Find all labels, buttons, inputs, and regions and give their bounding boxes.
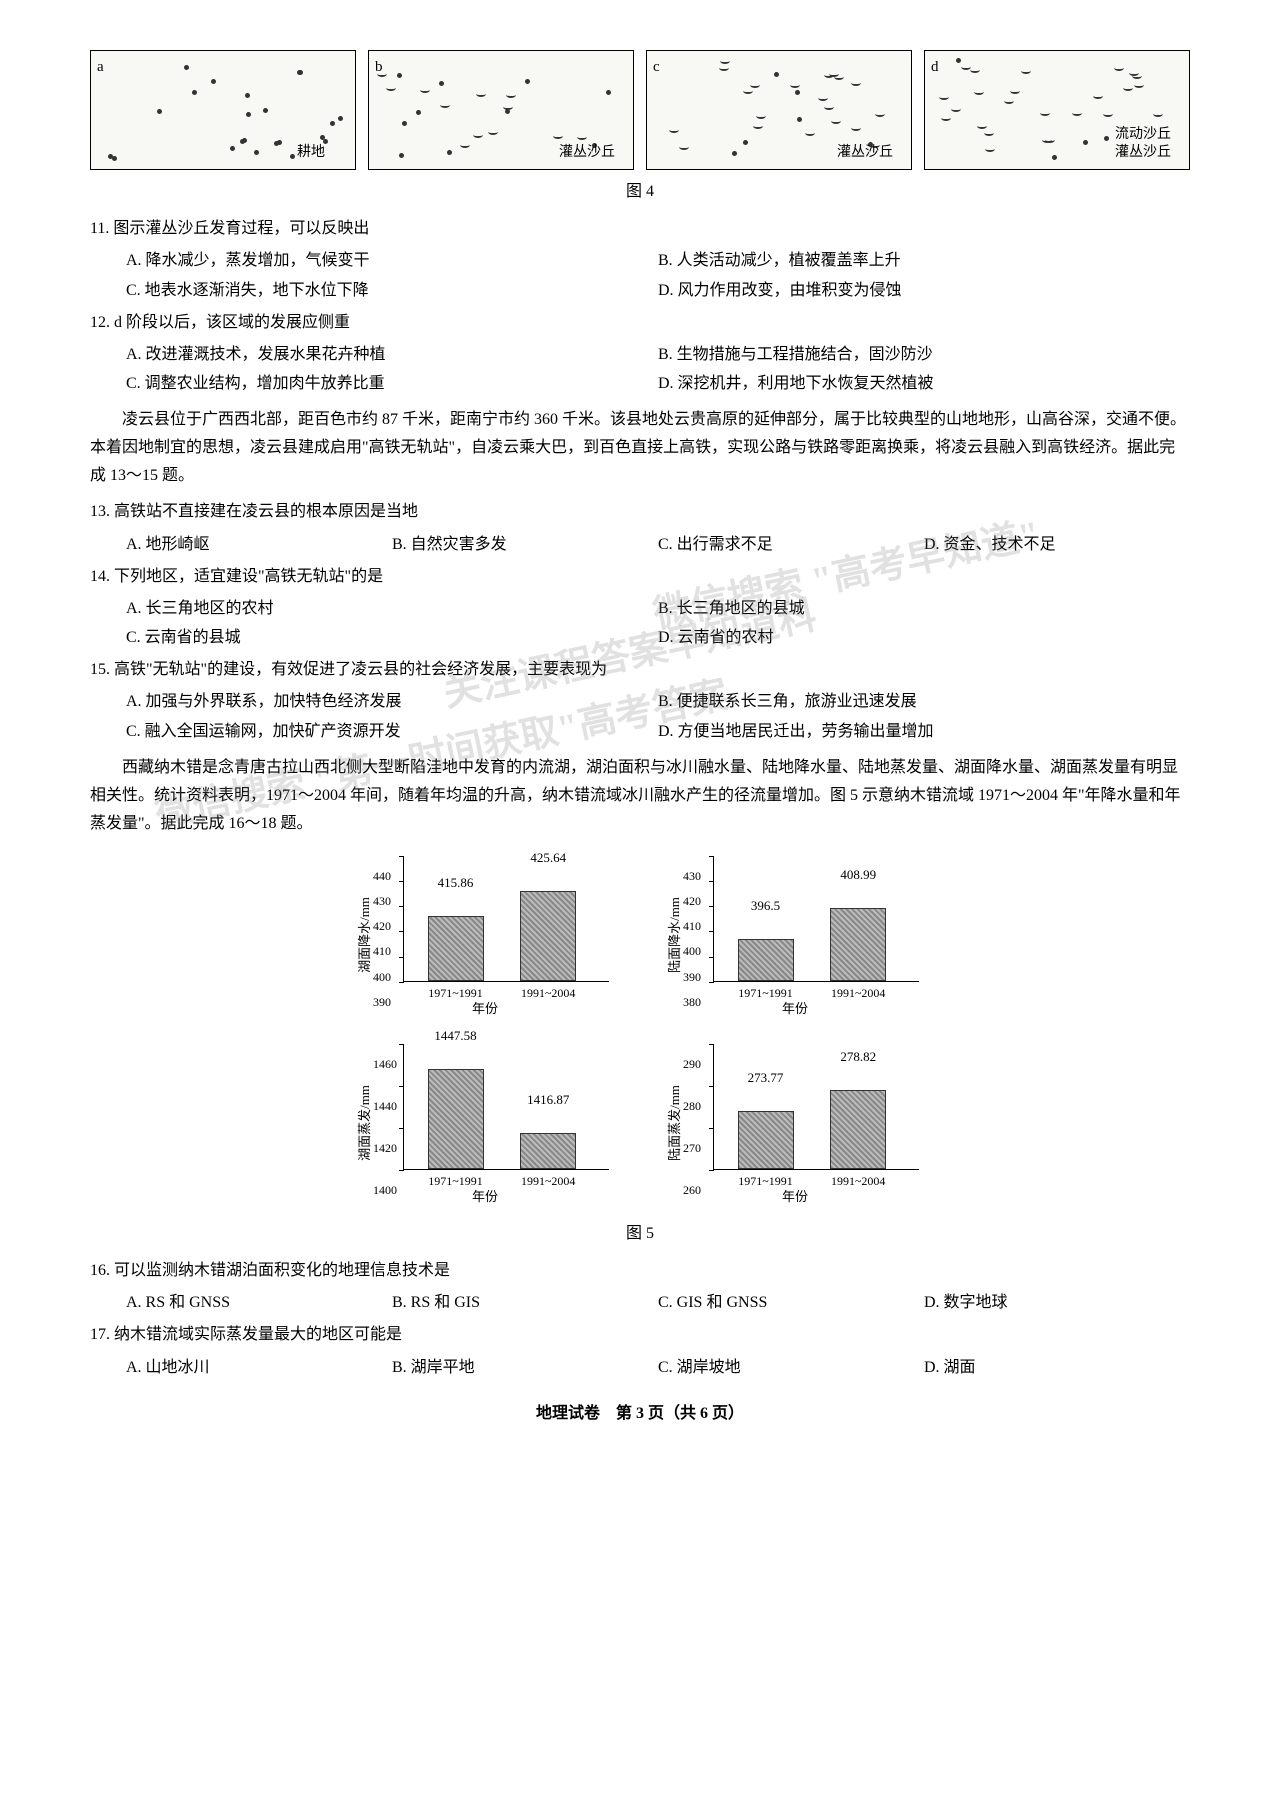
q16-stem: 16. 可以监测纳木错湖泊面积变化的地理信息技术是 xyxy=(90,1257,1190,1284)
q11-stem: 11. 图示灌丛沙丘发育过程，可以反映出 xyxy=(90,215,1190,242)
q13-opt-a: A. 地形崎岖 xyxy=(126,530,392,559)
q12-stem: 12. d 阶段以后，该区域的发展应侧重 xyxy=(90,309,1190,336)
q16-opt-c: C. GIS 和 GNSS xyxy=(658,1288,924,1317)
panel-text: 灌丛沙丘 xyxy=(1115,141,1171,165)
q14-opt-d: D. 云南省的农村 xyxy=(658,623,1190,652)
q15-stem: 15. 高铁"无轨站"的建设，有效促进了凌云县的社会经济发展，主要表现为 xyxy=(90,656,1190,683)
chart-land-evap: 273.771971~1991278.821991~2004陆面蒸发/mm年份2… xyxy=(665,1038,925,1208)
q16-opt-b: B. RS 和 GIS xyxy=(392,1288,658,1317)
chart-lake-precip: 415.861971~1991425.641991~2004湖面降水/mm年份3… xyxy=(355,850,615,1020)
q13-opt-b: B. 自然灾害多发 xyxy=(392,530,658,559)
chart-lake-evap: 1447.581971~19911416.871991~2004湖面蒸发/mm年… xyxy=(355,1038,615,1208)
figure5-charts: 415.861971~1991425.641991~2004湖面降水/mm年份3… xyxy=(90,850,1190,1208)
figure4-panel-a: a 耕地 xyxy=(90,50,356,170)
q14-options: A. 长三角地区的农村 B. 长三角地区的县城 C. 云南省的县城 D. 云南省… xyxy=(126,594,1190,652)
q16-opt-a: A. RS 和 GNSS xyxy=(126,1288,392,1317)
figure4-row: a 耕地 b 灌丛沙丘 c 灌丛沙丘 d 流动沙丘 灌丛沙丘 xyxy=(90,50,1190,170)
q17-opt-b: B. 湖岸平地 xyxy=(392,1353,658,1382)
figure4-panel-b: b 灌丛沙丘 xyxy=(368,50,634,170)
q12-opt-a: A. 改进灌溉技术，发展水果花卉种植 xyxy=(126,340,658,369)
q16-options: A. RS 和 GNSS B. RS 和 GIS C. GIS 和 GNSS D… xyxy=(126,1288,1190,1317)
panel-text: 灌丛沙丘 xyxy=(837,141,893,165)
q12-opt-d: D. 深挖机井，利用地下水恢复天然植被 xyxy=(658,369,1190,398)
figure4-panel-c: c 灌丛沙丘 xyxy=(646,50,912,170)
q13-options: A. 地形崎岖 B. 自然灾害多发 C. 出行需求不足 D. 资金、技术不足 xyxy=(126,530,1190,559)
q13-stem: 13. 高铁站不直接建在凌云县的根本原因是当地 xyxy=(90,498,1190,525)
q11-opt-b: B. 人类活动减少，植被覆盖率上升 xyxy=(658,246,1190,275)
chart-land-precip: 396.51971~1991408.991991~2004陆面降水/mm年份38… xyxy=(665,850,925,1020)
q15-opt-a: A. 加强与外界联系，加快特色经济发展 xyxy=(126,687,658,716)
q15-opt-d: D. 方便当地居民迁出，劳务输出量增加 xyxy=(658,717,1190,746)
q14-stem: 14. 下列地区，适宜建设"高铁无轨站"的是 xyxy=(90,563,1190,590)
q14-opt-b: B. 长三角地区的县城 xyxy=(658,594,1190,623)
q12-opt-c: C. 调整农业结构，增加肉牛放养比重 xyxy=(126,369,658,398)
q11-opt-a: A. 降水减少，蒸发增加，气候变干 xyxy=(126,246,658,275)
figure5-caption: 图 5 xyxy=(90,1220,1190,1247)
panel-text: 灌丛沙丘 xyxy=(559,141,615,165)
page-footer: 地理试卷 第 3 页（共 6 页） xyxy=(90,1400,1190,1427)
q15-opt-c: C. 融入全国运输网，加快矿产资源开发 xyxy=(126,717,658,746)
q15-options: A. 加强与外界联系，加快特色经济发展 B. 便捷联系长三角，旅游业迅速发展 C… xyxy=(126,687,1190,745)
q13-opt-d: D. 资金、技术不足 xyxy=(924,530,1190,559)
passage-namco: 西藏纳木错是念青唐古拉山西北侧大型断陷洼地中发育的内流湖，湖泊面积与冰川融水量、… xyxy=(90,754,1190,838)
q17-options: A. 山地冰川 B. 湖岸平地 C. 湖岸坡地 D. 湖面 xyxy=(126,1353,1190,1382)
q11-opt-c: C. 地表水逐渐消失，地下水位下降 xyxy=(126,276,658,305)
q13-opt-c: C. 出行需求不足 xyxy=(658,530,924,559)
passage-lingyun: 凌云县位于广西西北部，距百色市约 87 千米，距南宁市约 360 千米。该县地处… xyxy=(90,406,1190,490)
panel-text: 耕地 xyxy=(297,141,325,165)
q11-opt-d: D. 风力作用改变，由堆积变为侵蚀 xyxy=(658,276,1190,305)
q17-stem: 17. 纳木错流域实际蒸发量最大的地区可能是 xyxy=(90,1321,1190,1348)
q14-opt-c: C. 云南省的县城 xyxy=(126,623,658,652)
q17-opt-a: A. 山地冰川 xyxy=(126,1353,392,1382)
q16-opt-d: D. 数字地球 xyxy=(924,1288,1190,1317)
q17-opt-d: D. 湖面 xyxy=(924,1353,1190,1382)
q17-opt-c: C. 湖岸坡地 xyxy=(658,1353,924,1382)
q15-opt-b: B. 便捷联系长三角，旅游业迅速发展 xyxy=(658,687,1190,716)
q14-opt-a: A. 长三角地区的农村 xyxy=(126,594,658,623)
q12-options: A. 改进灌溉技术，发展水果花卉种植 B. 生物措施与工程措施结合，固沙防沙 C… xyxy=(126,340,1190,398)
figure4-panel-d: d 流动沙丘 灌丛沙丘 xyxy=(924,50,1190,170)
figure4-caption: 图 4 xyxy=(90,178,1190,205)
q12-opt-b: B. 生物措施与工程措施结合，固沙防沙 xyxy=(658,340,1190,369)
q11-options: A. 降水减少，蒸发增加，气候变干 B. 人类活动减少，植被覆盖率上升 C. 地… xyxy=(126,246,1190,304)
